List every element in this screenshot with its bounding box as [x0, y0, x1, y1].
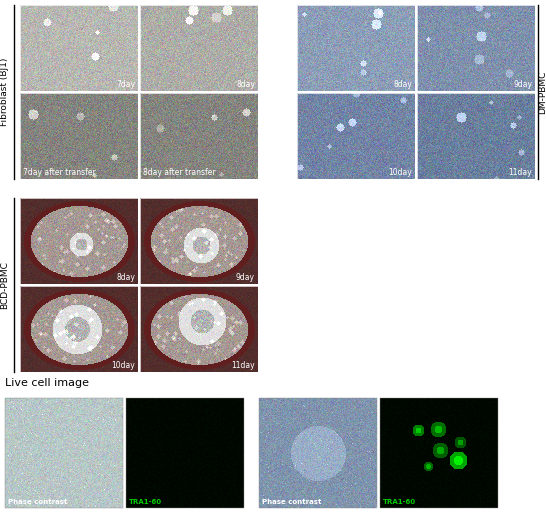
Bar	[297, 5, 415, 91]
Bar	[140, 198, 258, 284]
Bar	[417, 93, 535, 179]
Bar	[126, 398, 244, 508]
Text: 7day after transfer: 7day after transfer	[23, 168, 96, 177]
Text: TRA1-60: TRA1-60	[383, 499, 416, 505]
Bar	[140, 93, 258, 179]
Bar	[297, 93, 415, 179]
Text: 11day: 11day	[508, 168, 532, 177]
Text: 8day: 8day	[393, 80, 412, 89]
Bar	[20, 198, 138, 284]
Text: Fibroblast (BJ1): Fibroblast (BJ1)	[1, 58, 9, 126]
Text: 8day: 8day	[116, 273, 135, 282]
Text: 9day: 9day	[513, 80, 532, 89]
Bar	[259, 398, 377, 508]
Bar	[140, 286, 258, 372]
Text: 10day: 10day	[111, 361, 135, 370]
Bar	[417, 5, 535, 91]
Text: 9day: 9day	[236, 273, 255, 282]
Bar	[5, 398, 123, 508]
Text: 8day after transfer: 8day after transfer	[143, 168, 216, 177]
Text: DM-PBMC: DM-PBMC	[538, 70, 546, 114]
Text: TRA1-60: TRA1-60	[129, 499, 162, 505]
Text: 8day: 8day	[236, 80, 255, 89]
Bar	[380, 398, 498, 508]
Text: Live cell image: Live cell image	[5, 378, 89, 388]
Bar	[20, 93, 138, 179]
Text: 11day: 11day	[232, 361, 255, 370]
Bar	[20, 286, 138, 372]
Text: Phase contrast: Phase contrast	[8, 499, 68, 505]
Text: Phase contrast: Phase contrast	[262, 499, 322, 505]
Text: BCD-PBMC: BCD-PBMC	[1, 261, 9, 309]
Text: 10day: 10day	[388, 168, 412, 177]
Bar	[140, 5, 258, 91]
Bar	[20, 5, 138, 91]
Text: 7day: 7day	[116, 80, 135, 89]
